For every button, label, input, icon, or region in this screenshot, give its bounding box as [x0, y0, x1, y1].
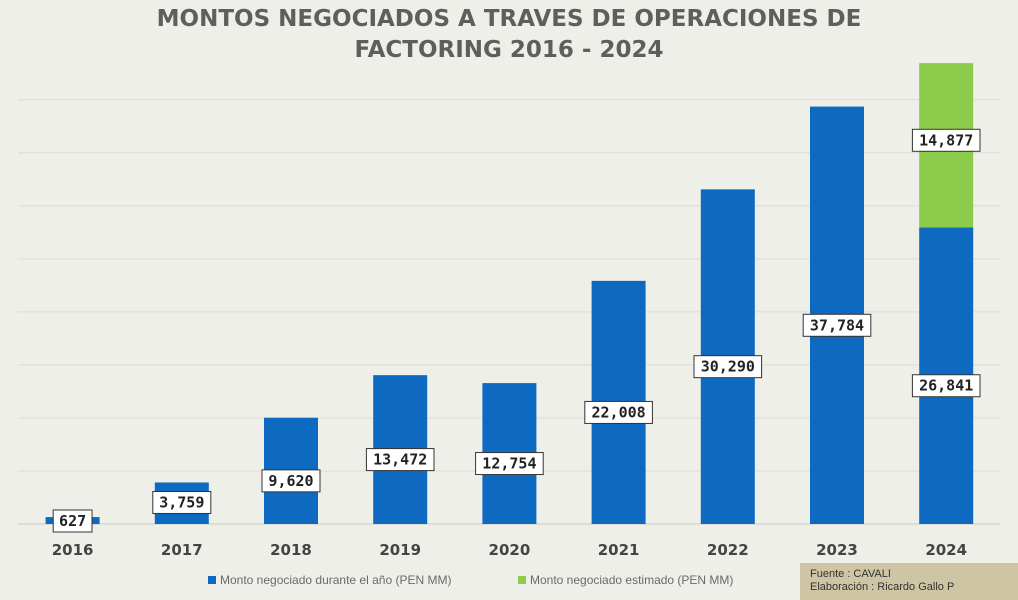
x-tick-label-2024: 2024	[925, 541, 967, 559]
source-line: Fuente : CAVALI	[810, 568, 891, 580]
legend-swatch-estimated	[518, 576, 526, 584]
data-label-2016: 627	[59, 512, 86, 530]
legend-swatch-negotiated	[208, 576, 216, 584]
data-label-2024-box	[911, 374, 981, 398]
data-label-2022-box	[693, 355, 763, 379]
data-label-2020: 12,754	[482, 455, 536, 473]
x-tick-label-2020: 2020	[489, 541, 531, 559]
data-label-2018: 9,620	[268, 472, 313, 490]
data-label-2019-box	[365, 448, 435, 472]
data-label-2020-box	[475, 452, 544, 476]
data-label-2021: 22,008	[592, 403, 646, 421]
legend-label-negotiated: Monto negociado durante el año (PEN MM)	[220, 573, 452, 587]
x-tick-label-2023: 2023	[816, 541, 858, 559]
data-label-2016-box	[52, 509, 93, 533]
author-line: Elaboración : Ricardo Gallo P	[810, 581, 955, 593]
data-label-2023: 37,784	[810, 316, 864, 334]
data-label-2024: 26,841	[919, 377, 973, 395]
data-label-2017: 3,759	[159, 493, 204, 511]
source-box: Fuente : CAVALI Elaboración : Ricardo Ga…	[800, 563, 1018, 600]
data-label-2019: 13,472	[373, 451, 427, 469]
data-label-2018-box	[261, 469, 321, 493]
data-label-estimated-2024-box	[911, 128, 981, 152]
x-tick-label-2016: 2016	[52, 541, 94, 559]
data-label-2017-box	[152, 490, 212, 514]
legend-item-estimated: Monto negociado estimado (PEN MM)	[518, 573, 733, 587]
x-tick-label-2018: 2018	[270, 541, 312, 559]
chart-title-line-2: FACTORING 2016 - 2024	[354, 37, 664, 63]
chart-title-line-1: MONTOS NEGOCIADOS A TRAVES DE OPERACIONE…	[156, 6, 862, 32]
legend-label-estimated: Monto negociado estimado (PEN MM)	[530, 573, 734, 587]
legend-item-negotiated: Monto negociado durante el año (PEN MM)	[208, 573, 451, 587]
x-tick-label-2021: 2021	[598, 541, 640, 559]
x-tick-label-2017: 2017	[161, 541, 203, 559]
data-label-estimated-2024: 14,877	[919, 131, 973, 149]
data-label-2021-box	[584, 400, 653, 424]
data-label-2022: 30,290	[701, 358, 755, 376]
data-label-2023-box	[802, 313, 872, 337]
legend: Monto negociado durante el año (PEN MM) …	[0, 573, 1018, 593]
chart-title: MONTOS NEGOCIADOS A TRAVES DE OPERACIONE…	[0, 4, 1018, 66]
x-tick-label-2022: 2022	[707, 541, 749, 559]
x-tick-label-2019: 2019	[379, 541, 421, 559]
